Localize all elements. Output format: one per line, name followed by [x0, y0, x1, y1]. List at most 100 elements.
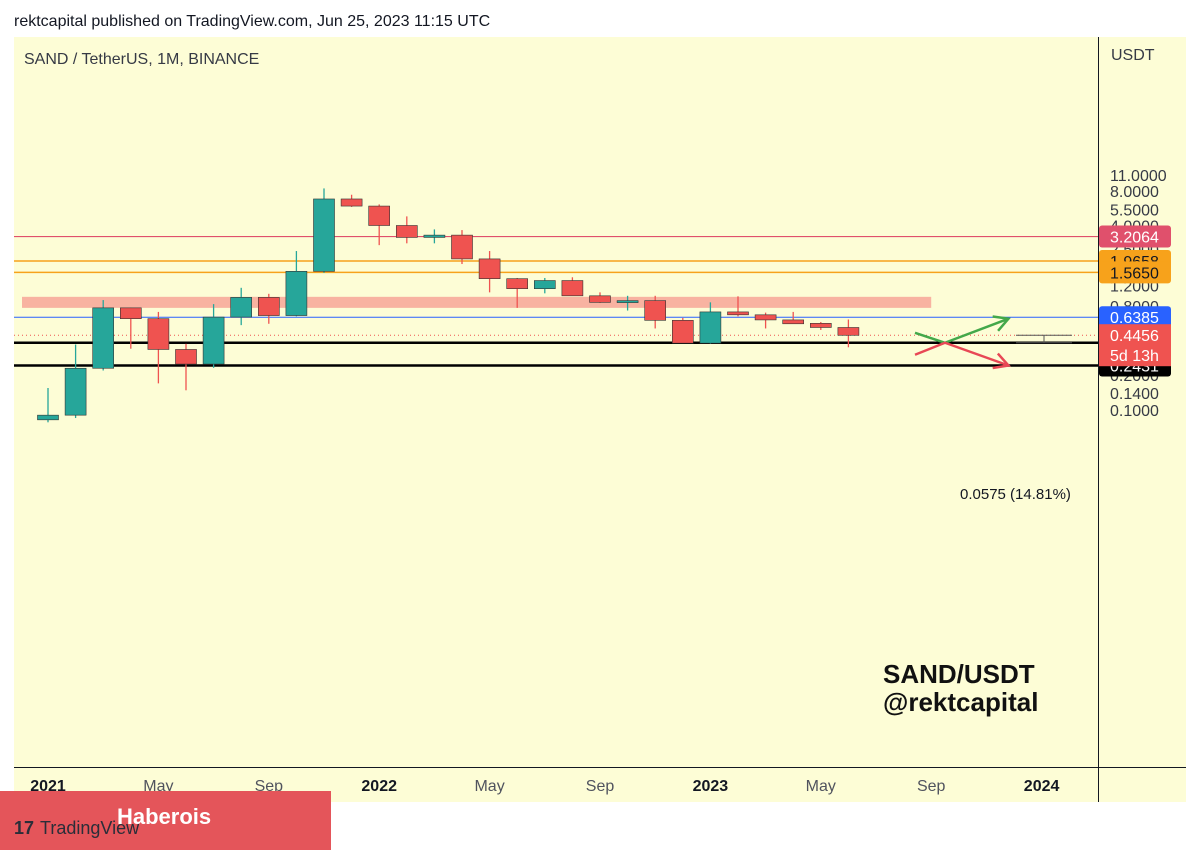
candle-body — [589, 295, 611, 303]
price-badge-3.2064 — [1099, 225, 1171, 248]
current-price-badge — [1099, 324, 1171, 367]
price-badge-label: 3.2064 — [1110, 230, 1159, 247]
candle-2023-01 — [699, 302, 722, 344]
x-tick-label: May — [474, 778, 504, 795]
annotation-pair: SAND/USDT — [883, 659, 1035, 689]
annotation-author: @rektcapital — [883, 687, 1039, 717]
candle-body — [506, 278, 529, 289]
candle-2022-06 — [506, 277, 529, 308]
candle-body — [230, 297, 252, 318]
candle-body — [671, 320, 694, 344]
tradingview-logo-icon: 17 — [14, 818, 35, 838]
candle-body — [147, 318, 170, 350]
candle-2021-11 — [313, 188, 335, 273]
watermark-text: Haberois — [117, 804, 212, 829]
candle-body — [368, 205, 391, 226]
candle-body — [285, 271, 308, 316]
candle-body — [809, 323, 832, 328]
x-tick-label: 2022 — [361, 778, 397, 795]
candle-2022-04 — [451, 230, 473, 265]
y-tick-label: 8.0000 — [1110, 184, 1159, 201]
resistance-zone — [22, 296, 932, 308]
x-tick-label: Sep — [255, 778, 284, 795]
candle-body — [120, 307, 142, 319]
plot-background — [14, 37, 1098, 767]
footer-banner — [0, 791, 331, 850]
candle-body — [837, 327, 860, 336]
candle-2021-04 — [120, 307, 142, 349]
current-price-label: 0.4456 — [1110, 328, 1159, 345]
candle-body — [451, 234, 473, 260]
candle-body — [616, 300, 639, 303]
candle-body — [175, 349, 197, 365]
tradingview-brand: TradingView — [40, 818, 140, 838]
candle-body — [478, 258, 501, 279]
symbol-label: SAND / TetherUS, 1M, BINANCE — [24, 51, 260, 68]
candle-2022-02 — [395, 216, 418, 244]
candle-body — [395, 225, 418, 238]
candle-2022-03 — [423, 229, 446, 244]
y-tick-label: 11.0000 — [1110, 168, 1167, 185]
x-tick-label: Sep — [917, 778, 946, 795]
candle-2022-05 — [478, 251, 501, 293]
candle-2021-05 — [147, 311, 170, 384]
candle-body — [202, 316, 225, 365]
x-tick-label: 2024 — [1024, 778, 1060, 795]
x-tick-label: Sep — [586, 778, 615, 795]
candle-2022-10 — [616, 295, 639, 311]
candle-body — [257, 297, 280, 316]
candle-2023-03 — [754, 312, 777, 329]
candle-2023-02 — [727, 296, 749, 317]
candle-2021-09 — [257, 293, 280, 324]
y-axis-unit: USDT — [1111, 47, 1155, 64]
chart-annotation: SAND/USDT @rektcapital — [883, 660, 1038, 716]
candle-2021-06 — [175, 343, 197, 391]
candle-2021-07 — [202, 304, 225, 368]
candle-2022-08 — [561, 277, 584, 297]
candle-body — [92, 307, 114, 369]
candle-2023-05 — [809, 322, 832, 330]
price-badge-0.6385 — [1099, 306, 1171, 329]
candle-2021-10 — [285, 251, 308, 317]
y-tick-label: 5.5000 — [1110, 203, 1159, 220]
candle-2022-09 — [589, 292, 611, 303]
arrow-head — [992, 352, 1011, 370]
candle-2022-12 — [671, 317, 694, 344]
arrow-path — [914, 341, 1009, 367]
measure-label: 0.0575 (14.81%) — [960, 486, 1071, 503]
price-badge-label: 1.5650 — [1110, 265, 1159, 282]
candle-2023-04 — [782, 311, 805, 325]
candle-body — [727, 311, 749, 316]
y-tick-label: 0.1400 — [1110, 386, 1159, 403]
x-tick-label: May — [143, 778, 173, 795]
projection-arrow-red — [914, 341, 1011, 370]
candle-2021-12 — [340, 194, 363, 207]
candle-2021-02 — [64, 344, 87, 419]
candle-2021-08 — [230, 287, 252, 326]
candle-body — [340, 198, 363, 207]
candle-body — [561, 280, 584, 297]
candle-2022-11 — [644, 295, 667, 329]
candle-body — [754, 314, 777, 321]
candle-body — [699, 311, 722, 344]
candle-body — [313, 198, 335, 272]
candle-body — [782, 319, 805, 325]
candle-2022-01 — [368, 204, 391, 246]
price-badge-label: 0.6385 — [1110, 310, 1159, 327]
candle-2021-01 — [37, 387, 59, 423]
candle-body — [533, 280, 556, 289]
candle-2022-07 — [533, 277, 556, 294]
tradingview-logo[interactable]: 17 TradingView — [14, 818, 139, 839]
candle-countdown: 5d 13h — [1110, 348, 1159, 365]
axis-background — [1099, 37, 1186, 767]
x-tick-label: May — [806, 778, 836, 795]
price-badge-1.5650 — [1099, 261, 1171, 284]
candle-body — [423, 234, 446, 238]
y-tick-label: 0.1000 — [1110, 403, 1159, 420]
arrow-head — [992, 315, 1011, 332]
candle-body — [64, 367, 87, 416]
measure-bracket — [1016, 334, 1072, 344]
candle-2021-03 — [92, 300, 114, 371]
x-tick-label: 2021 — [30, 778, 66, 795]
